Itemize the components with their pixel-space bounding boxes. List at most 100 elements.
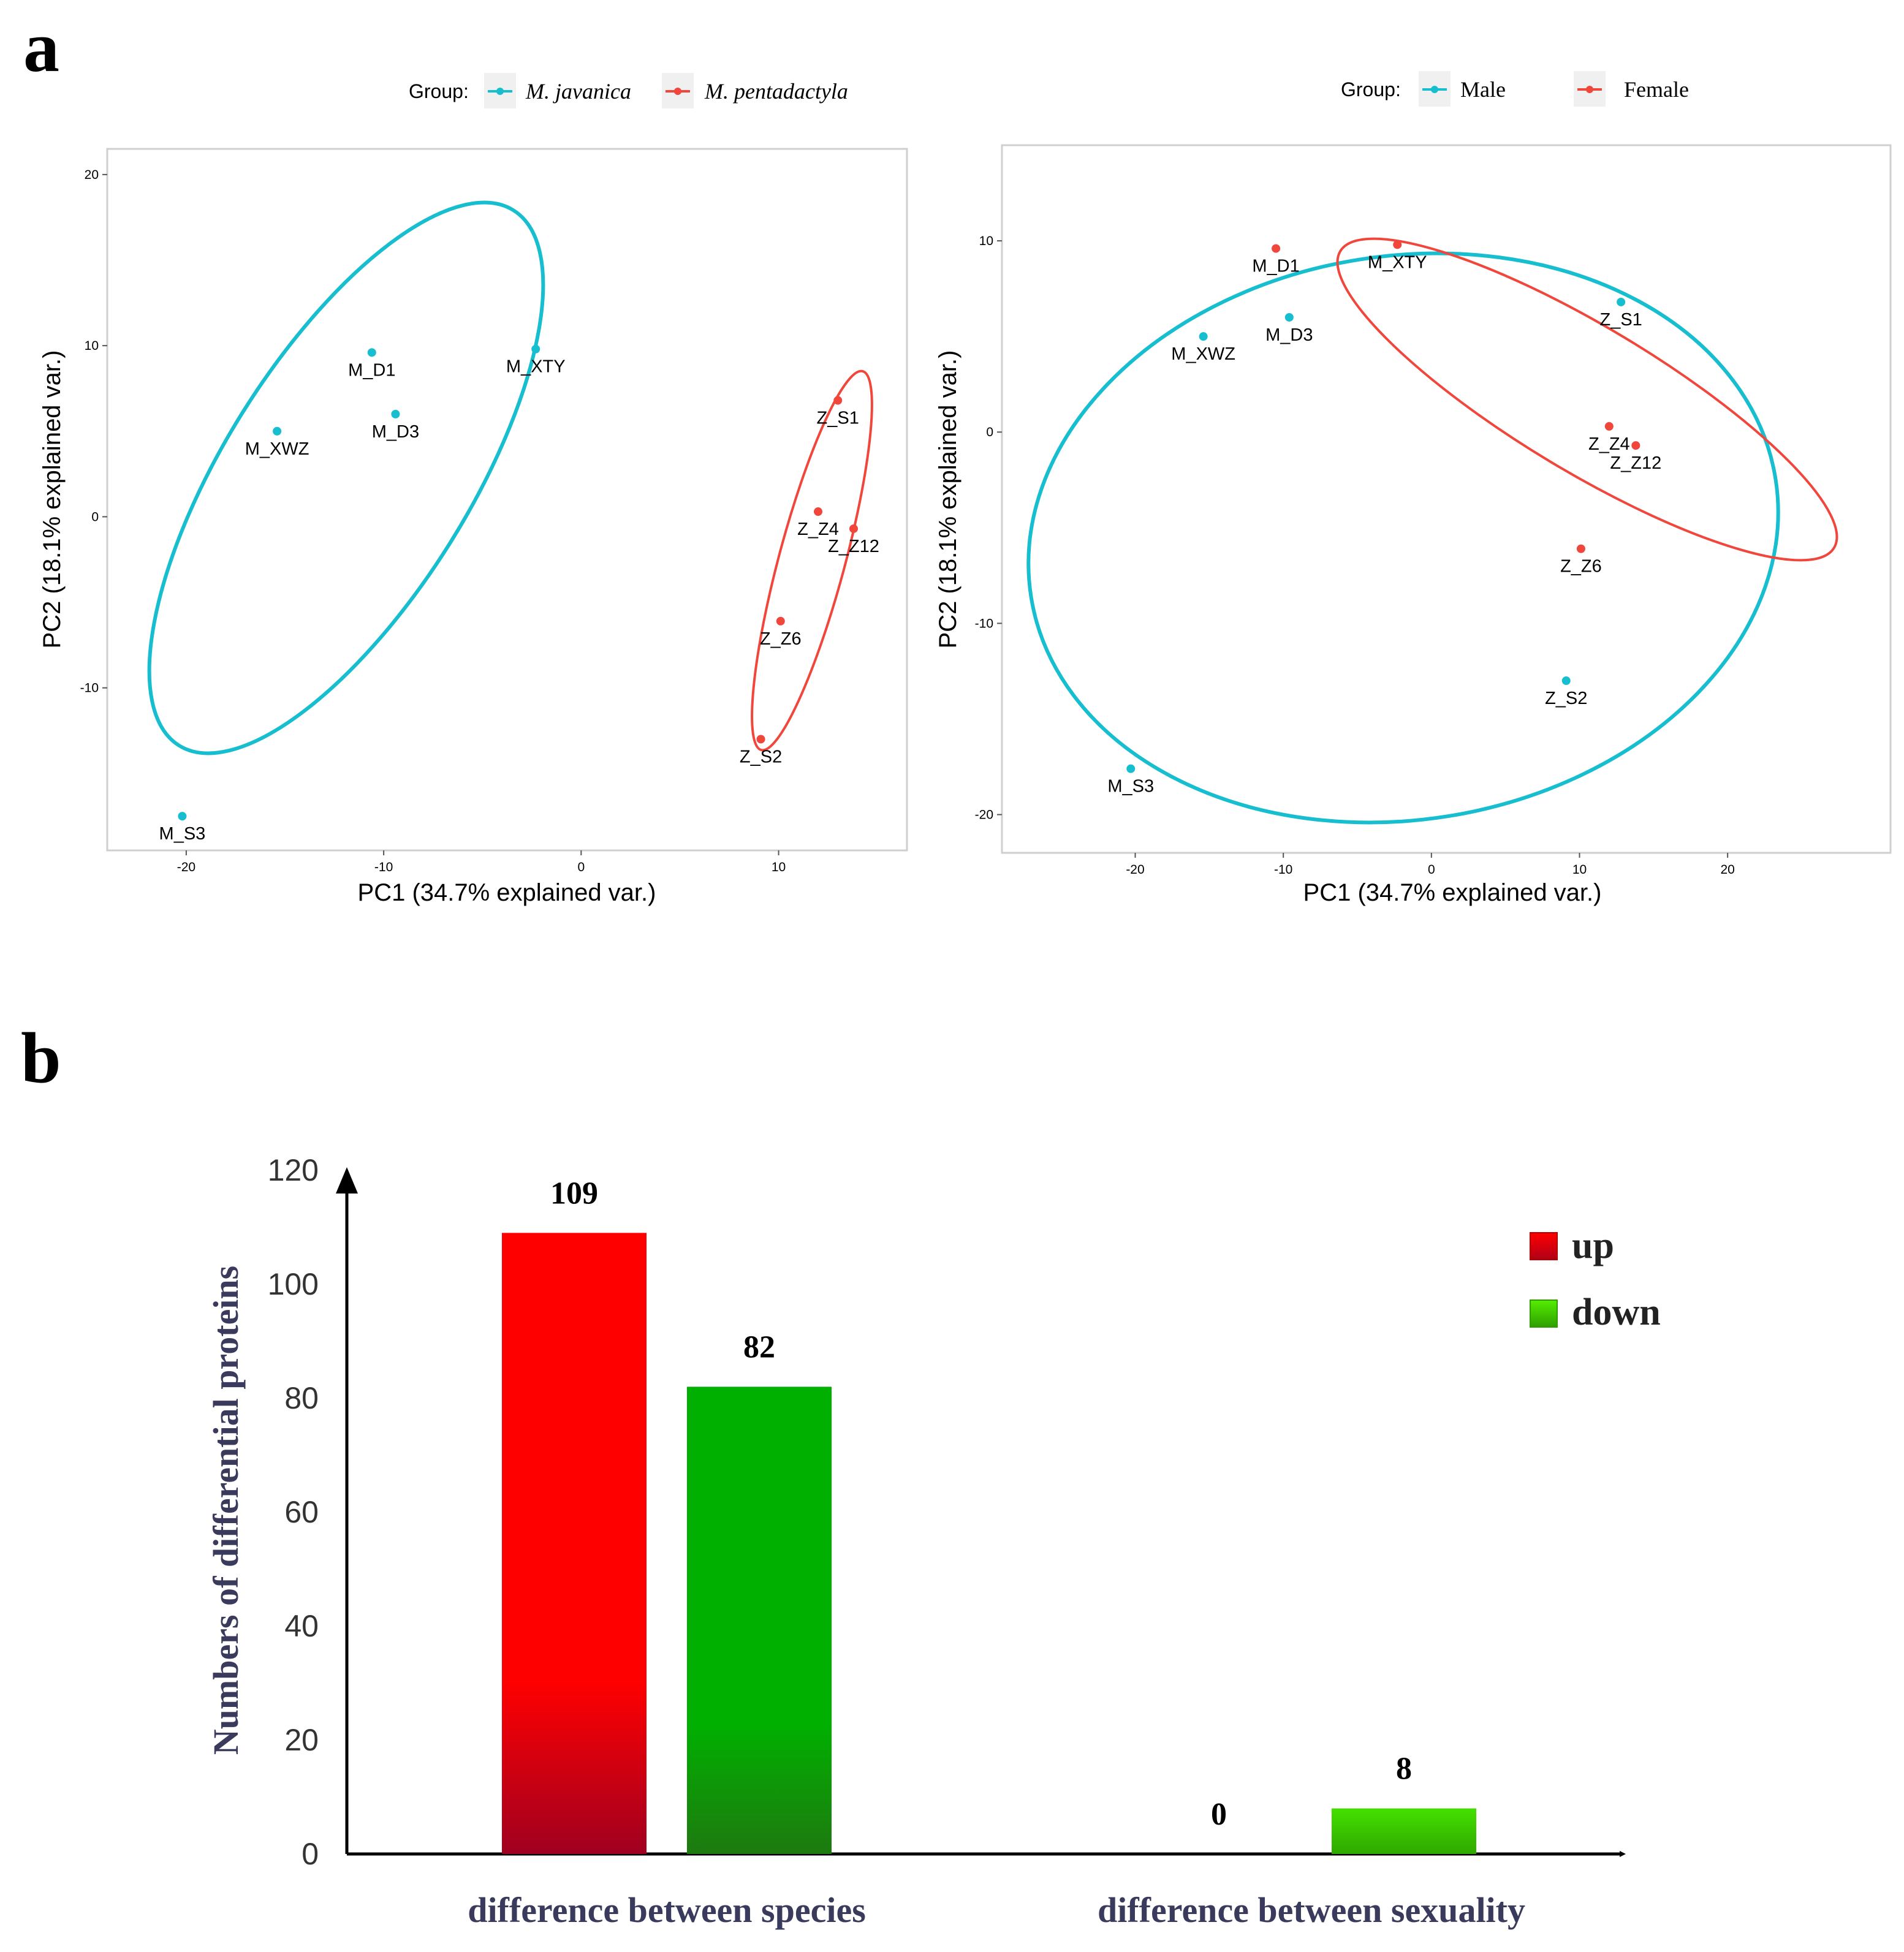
y-tick-label: 10 [85, 339, 99, 353]
legend-title: Group: [1341, 78, 1401, 100]
category-label-sexuality: difference between sexuality [1098, 1890, 1525, 1930]
point-z-z6 [776, 616, 785, 626]
legend-swatch-down [1530, 1299, 1558, 1328]
legend-label-up: up [1572, 1225, 1614, 1266]
ellipse-m-pentadactyla [751, 369, 873, 752]
bar-down-species [687, 1386, 832, 1854]
point-m-xwz [273, 426, 282, 436]
point-label-m-s3: M_S3 [1107, 777, 1154, 796]
y-tick-label: 60 [284, 1495, 319, 1529]
legend: Group: Male Female [1341, 71, 1689, 107]
y-tick-label: 0 [302, 1837, 319, 1871]
point-label-m-s3: M_S3 [159, 824, 206, 844]
point-z-s1 [1617, 297, 1626, 306]
legend: Group: M. javanica M. pentadactyla [409, 73, 848, 108]
category-label-species: difference between species [468, 1890, 866, 1930]
y-tick-label: 20 [85, 168, 99, 182]
point-z-s2 [1561, 676, 1571, 686]
point-label-z-z6: Z_Z6 [1560, 557, 1602, 577]
x-tick-label: -10 [374, 860, 393, 874]
ellipse-male [1026, 251, 1780, 825]
y-axis-title: PC2 (18.1% explained var.) [935, 350, 961, 649]
point-m-xwz [1199, 332, 1208, 341]
legend-key-dot [496, 88, 504, 95]
point-z-z6 [1576, 544, 1585, 553]
x-tick-label: -20 [1126, 863, 1144, 877]
plot-frame [1001, 144, 1892, 854]
y-axis-title: Numbers of differential proteins [206, 1266, 246, 1755]
y-tick-label: 80 [284, 1381, 319, 1415]
x-tick-label: 0 [577, 860, 585, 874]
point-z-s2 [756, 735, 765, 744]
point-m-d3 [391, 409, 400, 418]
point-label-z-s2: Z_S2 [740, 747, 782, 766]
point-label-z-z12: Z_Z12 [1610, 453, 1661, 473]
y-tick-label: 0 [91, 510, 99, 524]
bar-up-species [502, 1233, 647, 1854]
panel-b-label: b [21, 1018, 61, 1098]
y-ticks: 0 20 40 60 80 100 120 [268, 1153, 319, 1871]
point-m-xty [1393, 240, 1402, 249]
y-tick-label: -20 [975, 808, 993, 822]
legend-label-female: Female [1624, 77, 1689, 102]
bar-down-sexuality [1332, 1808, 1476, 1854]
point-m-s3 [1126, 764, 1136, 773]
plot-frame [106, 148, 908, 852]
x-axis-title: PC1 (34.7% explained var.) [1303, 879, 1602, 906]
point-label-z-z12: Z_Z12 [828, 537, 879, 556]
y-tick-label: 120 [268, 1153, 319, 1187]
point-label-z-z4: Z_Z4 [1588, 434, 1630, 454]
x-tick-label: 20 [1720, 863, 1734, 877]
x-axis-title: PC1 (34.7% explained var.) [358, 879, 656, 906]
y-tick-label: -10 [80, 681, 99, 695]
pca-plot-species: Group: M. javanica M. pentadactyla -20 -10 0… [39, 73, 908, 906]
confidence-ellipses [147, 200, 873, 755]
legend-label-male: Male [1460, 77, 1506, 102]
y-axis-arrow-icon [336, 1167, 358, 1194]
y-axis-title: PC2 (18.1% explained var.) [39, 350, 66, 649]
point-label-z-s1: Z_S1 [817, 409, 859, 428]
x-tick-label: -10 [1274, 863, 1292, 877]
confidence-ellipses [1026, 237, 1838, 825]
x-tick-label: 10 [1572, 863, 1587, 877]
point-z-z4 [814, 507, 822, 516]
bar-chart-differential-proteins: 0 20 40 60 80 100 120 109 82 0 8 difference betwe… [206, 1153, 1661, 1930]
x-tick-label: 0 [1428, 863, 1435, 877]
legend-label-m-javanica: M. javanica [525, 79, 631, 104]
legend-key-dot [1431, 86, 1438, 93]
y-tick-label: 10 [979, 234, 993, 248]
legend-key-dot [1586, 86, 1593, 93]
point-z-z12 [849, 524, 858, 533]
point-label-m-d3: M_D3 [1265, 325, 1313, 345]
point-label-z-z4: Z_Z4 [797, 520, 839, 539]
value-label-down-species: 82 [743, 1330, 775, 1364]
panel-a-label: a [23, 7, 59, 87]
x-tick-label: 10 [772, 860, 786, 874]
point-z-z4 [1604, 422, 1614, 431]
point-label-m-d1: M_D1 [1252, 257, 1299, 276]
y-tick-label: 100 [268, 1267, 319, 1301]
data-points: M_D1 M_XTY M_XWZ M_D3 M_S3 Z_S1 Z_Z4Z_Z12 Z_Z6 Z… [159, 344, 879, 844]
point-label-m-d1: M_D1 [348, 360, 395, 380]
legend-label-m-pentadactyla: M. pentadactyla [704, 79, 848, 104]
legend-key-dot [674, 88, 681, 95]
legend-label-down: down [1572, 1292, 1661, 1333]
bar-value-labels: 109 82 0 8 [550, 1176, 1412, 1832]
point-label-m-xty: M_XTY [506, 357, 566, 377]
y-tick-label: 20 [284, 1723, 319, 1757]
point-m-xty [531, 344, 540, 354]
legend-title: Group: [409, 80, 469, 102]
point-m-d3 [1284, 312, 1294, 322]
point-label-m-xwz: M_XWZ [1171, 344, 1235, 364]
y-tick-label: 40 [284, 1609, 319, 1643]
point-z-z12 [1631, 441, 1640, 450]
value-label-up-species: 109 [550, 1176, 598, 1211]
axis-ticks: -20 -10 0 10 -10 0 10 20 [80, 168, 786, 874]
legend: up down [1530, 1225, 1661, 1333]
value-label-up-sexuality: 0 [1211, 1797, 1227, 1832]
point-label-m-d3: M_D3 [372, 422, 419, 442]
y-tick-label: -10 [975, 616, 993, 630]
bars [502, 1233, 1476, 1854]
ellipse-m-javanica [147, 200, 545, 755]
